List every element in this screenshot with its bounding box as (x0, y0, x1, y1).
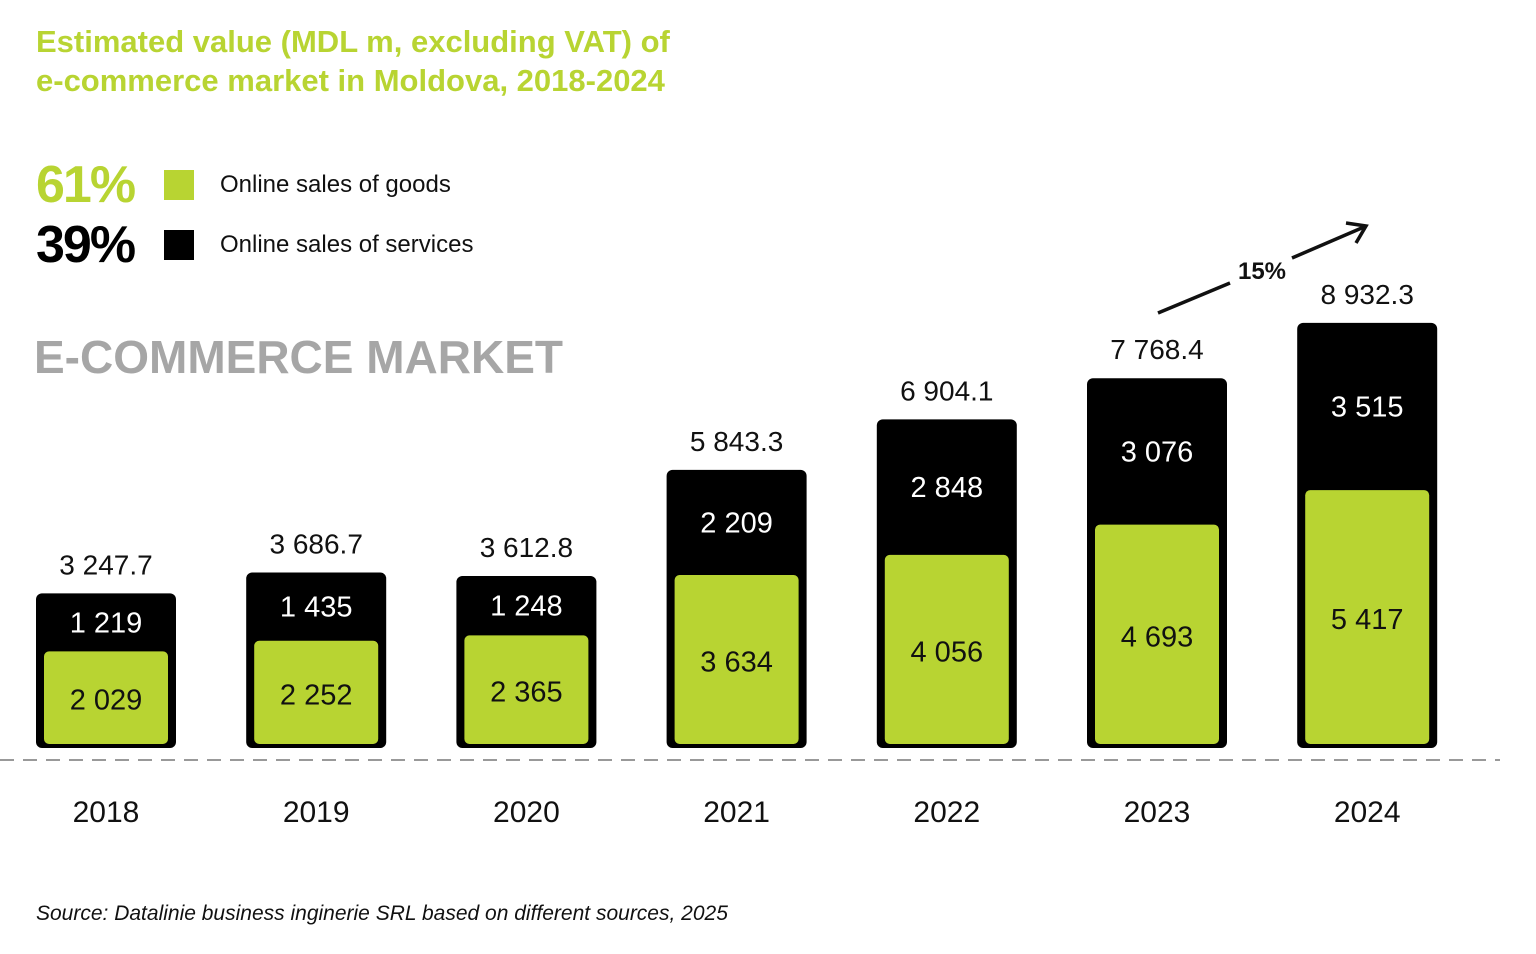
x-tick-2020: 2020 (493, 796, 560, 829)
label-services-2021: 2 209 (700, 507, 773, 539)
x-tick-2021: 2021 (703, 796, 770, 829)
label-total-2022: 6 904.1 (900, 375, 993, 406)
title-line-2: e-commerce market in Moldova, 2018-2024 (36, 63, 665, 98)
label-services-2019: 1 435 (280, 592, 353, 624)
legend-label-goods: Online sales of goods (220, 171, 451, 198)
label-goods-2018: 2 029 (70, 685, 143, 717)
legend-label-services: Online sales of services (220, 231, 474, 258)
bar-goods-2020 (464, 635, 589, 744)
source-note: Source: Datalinie business inginerie SRL… (36, 902, 728, 925)
chart-subtitle: E-COMMERCE MARKET (34, 331, 563, 383)
legend-item-goods: 61% Online sales of goods (36, 155, 451, 215)
legend-share-goods: 61% (36, 156, 136, 214)
legend-share-services: 39% (36, 216, 136, 274)
label-total-2021: 5 843.3 (690, 426, 783, 457)
x-tick-2023: 2023 (1124, 796, 1191, 829)
label-goods-2020: 2 365 (490, 677, 563, 709)
label-goods-2023: 4 693 (1121, 621, 1194, 653)
label-services-2024: 3 515 (1331, 391, 1404, 423)
title-line-1: Estimated value (MDL m, excluding VAT) o… (36, 24, 670, 59)
label-total-2018: 3 247.7 (59, 549, 152, 580)
growth-label: 15% (1238, 258, 1286, 285)
bar-goods-2019 (254, 640, 379, 744)
growth-arrow (1157, 221, 1369, 315)
bar-goods-2021 (674, 575, 799, 744)
bar-goods-2023 (1095, 524, 1219, 744)
legend-item-services: 39% Online sales of services (36, 215, 473, 275)
x-tick-2018: 2018 (73, 796, 140, 829)
label-total-2020: 3 612.8 (480, 532, 573, 563)
label-goods-2019: 2 252 (280, 679, 353, 711)
legend-swatch-goods (164, 170, 194, 200)
x-tick-2019: 2019 (283, 796, 350, 829)
label-total-2024: 8 932.3 (1320, 279, 1413, 310)
bar-goods-2024 (1305, 490, 1430, 744)
label-services-2018: 1 219 (70, 607, 143, 639)
bar-goods-2022 (884, 554, 1009, 744)
label-goods-2024: 5 417 (1331, 604, 1404, 636)
x-tick-2024: 2024 (1334, 796, 1401, 829)
legend-swatch-services (164, 230, 194, 260)
label-total-2023: 7 768.4 (1110, 334, 1203, 365)
bar-goods-2018 (44, 651, 168, 744)
chart-title: Estimated value (MDL m, excluding VAT) o… (36, 22, 670, 100)
label-goods-2022: 4 056 (911, 636, 984, 668)
label-services-2020: 1 248 (490, 591, 563, 623)
label-services-2022: 2 848 (911, 472, 984, 504)
label-goods-2021: 3 634 (700, 647, 773, 679)
label-services-2023: 3 076 (1121, 436, 1194, 468)
x-tick-2022: 2022 (913, 796, 980, 829)
label-total-2019: 3 686.7 (269, 529, 362, 560)
